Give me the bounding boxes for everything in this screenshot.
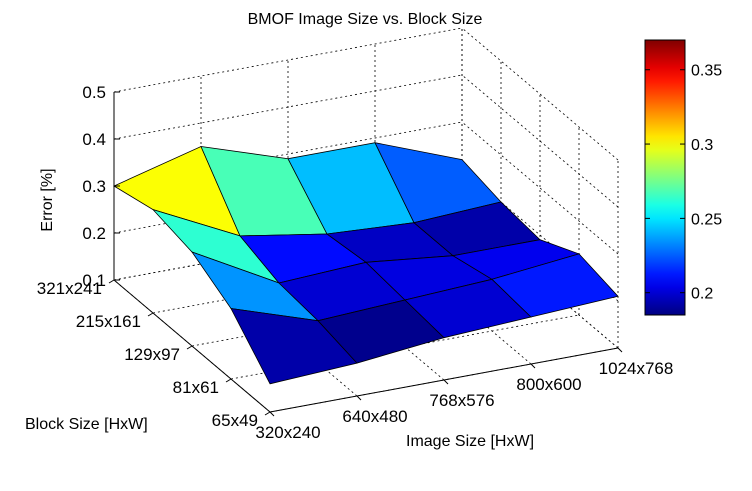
x-tick-mark <box>356 395 362 401</box>
surface-plot <box>113 142 619 385</box>
y-tick-mark <box>264 411 271 416</box>
side-wall-gridline <box>461 27 619 161</box>
x-tick-mark <box>443 379 449 385</box>
colorbar: 0.2 0.25 0.3 0.35 <box>644 39 722 316</box>
x-tick-mark <box>269 411 275 417</box>
colorbar-gradient <box>644 39 686 316</box>
y-tick-mark <box>147 312 154 317</box>
z-tick-label: 0.3 <box>82 177 106 196</box>
colorbar-tick-label: 0.25 <box>691 211 722 228</box>
y-tick-label: 65x49 <box>212 411 258 430</box>
back-wall-gridline <box>113 121 463 187</box>
x-tick-label: 320x240 <box>255 423 320 442</box>
y-axis-label: Block Size [HxW] <box>25 416 148 433</box>
z-axis-label: Error [%] <box>39 168 56 231</box>
x-tick-label: 800x600 <box>516 375 581 394</box>
colorbar-tick-label: 0.35 <box>691 63 722 80</box>
chart-title: BMOF Image Size vs. Block Size <box>248 11 483 28</box>
side-wall-gridline <box>461 74 619 208</box>
z-tick-label: 0.5 <box>82 83 106 102</box>
y-tick-label: 321x241 <box>37 279 102 298</box>
colorbar-tick-label: 0.3 <box>691 137 713 154</box>
x-axis-label: Image Size [HxW] <box>406 433 534 450</box>
y-tick-mark <box>186 345 193 350</box>
x-tick-mark <box>530 363 536 369</box>
side-wall-gridline <box>461 121 619 255</box>
y-tick-label: 215x161 <box>76 312 141 331</box>
x-tick-label: 1024x768 <box>599 359 674 378</box>
z-tick-label: 0.4 <box>82 130 106 149</box>
colorbar-tick-label: 0.2 <box>691 286 713 303</box>
surface-patch <box>491 253 619 318</box>
z-tick-label: 0.1 <box>82 271 106 290</box>
z-tick-label: 0.2 <box>82 224 106 243</box>
y-tick-mark <box>108 279 115 284</box>
back-wall-gridline <box>113 74 463 140</box>
y-tick-label: 129x97 <box>124 345 180 364</box>
y-tick-mark <box>225 378 232 383</box>
x-tick-mark <box>617 347 623 353</box>
back-wall-gridline <box>113 27 463 93</box>
x-tick-label: 768x576 <box>429 391 494 410</box>
x-tick-label: 640x480 <box>342 407 407 426</box>
y-tick-label: 81x61 <box>173 378 219 397</box>
axis-ticks: 320x240 640x480 768x576 800x600 1024x768 65x4… <box>37 83 674 442</box>
